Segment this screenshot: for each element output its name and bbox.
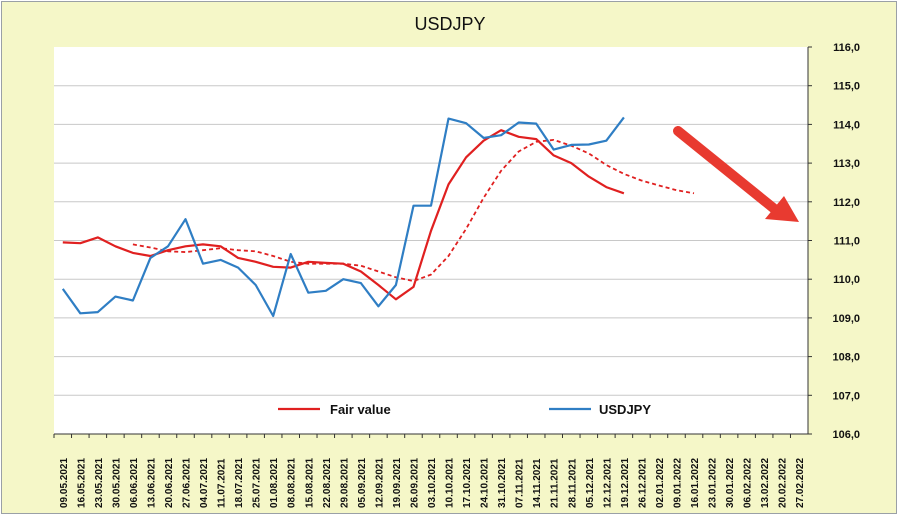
y-tick-label: 112,0 xyxy=(833,197,860,209)
chart-title: USDJPY xyxy=(414,14,486,34)
x-tick-label: 30.05.2021 xyxy=(111,458,122,508)
x-tick-label: 18.07.2021 xyxy=(234,458,245,508)
x-tick-label: 24.10.2021 xyxy=(480,458,491,508)
x-tick-label: 16.01.2022 xyxy=(690,458,701,508)
x-tick-label: 06.06.2021 xyxy=(129,458,140,508)
x-tick-label: 17.10.2021 xyxy=(462,458,473,508)
x-tick-label: 05.09.2021 xyxy=(357,458,368,508)
x-tick-label: 09.01.2022 xyxy=(672,458,683,508)
x-tick-label: 31.10.2021 xyxy=(497,458,508,508)
x-tick-label: 27.02.2022 xyxy=(795,458,806,508)
x-tick-label: 16.05.2021 xyxy=(76,458,87,508)
y-tick-label: 115,0 xyxy=(833,81,860,93)
legend-label: Fair value xyxy=(330,402,391,417)
x-tick-label: 26.12.2021 xyxy=(637,458,648,508)
x-tick-label: 11.07.2021 xyxy=(217,458,228,508)
x-tick-label: 13.02.2022 xyxy=(760,458,771,508)
x-tick-label: 02.01.2022 xyxy=(655,458,666,508)
x-tick-label: 05.12.2021 xyxy=(585,458,596,508)
x-tick-label: 27.06.2021 xyxy=(182,458,193,508)
x-tick-label: 19.12.2021 xyxy=(620,458,631,508)
legend: Fair value USDJPY xyxy=(278,402,651,417)
x-tick-label: 01.08.2021 xyxy=(269,458,280,508)
red-arrow-down-right-icon xyxy=(673,126,799,222)
y-tick-label: 109,0 xyxy=(832,313,860,325)
x-tick-label: 12.12.2021 xyxy=(602,458,613,508)
series-line-3 xyxy=(61,116,625,318)
y-tick-label: 113,0 xyxy=(833,158,860,170)
x-tick-label: 28.11.2021 xyxy=(567,458,578,508)
x-tick-label: 21.11.2021 xyxy=(550,458,561,508)
x-tick-label: 22.08.2021 xyxy=(322,458,333,508)
x-tick-label: 07.11.2021 xyxy=(515,458,526,508)
x-tick-label: 23.05.2021 xyxy=(94,458,105,508)
x-tick-label: 09.05.2021 xyxy=(59,458,70,508)
x-tick-label: 20.06.2021 xyxy=(164,458,175,508)
series-lines xyxy=(61,116,695,318)
x-tick-label: 19.09.2021 xyxy=(392,458,403,508)
y-tick-label: 110,0 xyxy=(833,274,860,286)
x-tick-label: 12.09.2021 xyxy=(374,458,385,508)
x-tick-label: 10.10.2021 xyxy=(445,458,456,508)
y-tick-label: 106,0 xyxy=(832,429,860,441)
x-tick-label: 29.08.2021 xyxy=(339,458,350,508)
x-tick-label: 08.08.2021 xyxy=(287,458,298,508)
x-tick-label: 06.02.2022 xyxy=(743,458,754,508)
x-tick-label: 30.01.2022 xyxy=(725,458,736,508)
y-tick-label: 107,0 xyxy=(832,390,860,402)
x-tick-label: 14.11.2021 xyxy=(532,458,543,508)
x-tick-label: 26.09.2021 xyxy=(409,458,420,508)
y-tick-label: 111,0 xyxy=(834,236,860,248)
y-tick-label: 116,0 xyxy=(833,42,860,54)
x-tick-label: 04.07.2021 xyxy=(199,458,210,508)
grid-lines xyxy=(54,85,808,396)
x-tick-label: 13.06.2021 xyxy=(146,458,157,508)
series-line-2 xyxy=(132,139,695,282)
y-tick-label: 114,0 xyxy=(833,119,860,131)
x-tick-label: 23.01.2022 xyxy=(708,458,719,508)
x-tick-label: 15.08.2021 xyxy=(304,458,315,508)
x-axis-ticks: 09.05.2021 16.05.2021 23.05.2021 30.05.2021… xyxy=(53,433,808,508)
x-tick-label: 03.10.2021 xyxy=(427,458,438,508)
x-tick-label: 25.07.2021 xyxy=(252,458,263,508)
legend-label: USDJPY xyxy=(599,402,651,417)
y-axis-ticks: 106,0 107,0 108,0 109,0 110,0 111,0 112,0 113,0… xyxy=(807,42,860,441)
y-tick-label: 108,0 xyxy=(832,352,860,364)
x-tick-label: 20.02.2022 xyxy=(778,458,789,508)
